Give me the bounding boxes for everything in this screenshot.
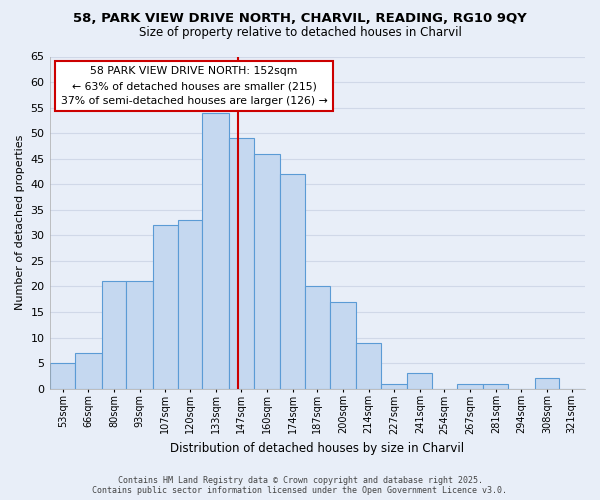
- Bar: [356, 342, 381, 388]
- Bar: [127, 282, 153, 389]
- Bar: [280, 174, 305, 388]
- Bar: [254, 154, 280, 388]
- Bar: [50, 363, 75, 388]
- Bar: [202, 112, 229, 388]
- X-axis label: Distribution of detached houses by size in Charvil: Distribution of detached houses by size …: [170, 442, 464, 455]
- Text: Contains HM Land Registry data © Crown copyright and database right 2025.
Contai: Contains HM Land Registry data © Crown c…: [92, 476, 508, 495]
- Bar: [229, 138, 254, 388]
- Bar: [484, 384, 508, 388]
- Bar: [329, 302, 356, 388]
- Text: Size of property relative to detached houses in Charvil: Size of property relative to detached ho…: [139, 26, 461, 39]
- Bar: [75, 353, 102, 388]
- Y-axis label: Number of detached properties: Number of detached properties: [15, 135, 25, 310]
- Bar: [407, 374, 432, 388]
- Bar: [178, 220, 202, 388]
- Bar: [305, 286, 329, 388]
- Text: 58, PARK VIEW DRIVE NORTH, CHARVIL, READING, RG10 9QY: 58, PARK VIEW DRIVE NORTH, CHARVIL, READ…: [73, 12, 527, 26]
- Bar: [457, 384, 484, 388]
- Bar: [102, 282, 127, 389]
- Bar: [381, 384, 407, 388]
- Bar: [535, 378, 559, 388]
- Text: 58 PARK VIEW DRIVE NORTH: 152sqm
← 63% of detached houses are smaller (215)
37% : 58 PARK VIEW DRIVE NORTH: 152sqm ← 63% o…: [61, 66, 328, 106]
- Bar: [153, 225, 178, 388]
